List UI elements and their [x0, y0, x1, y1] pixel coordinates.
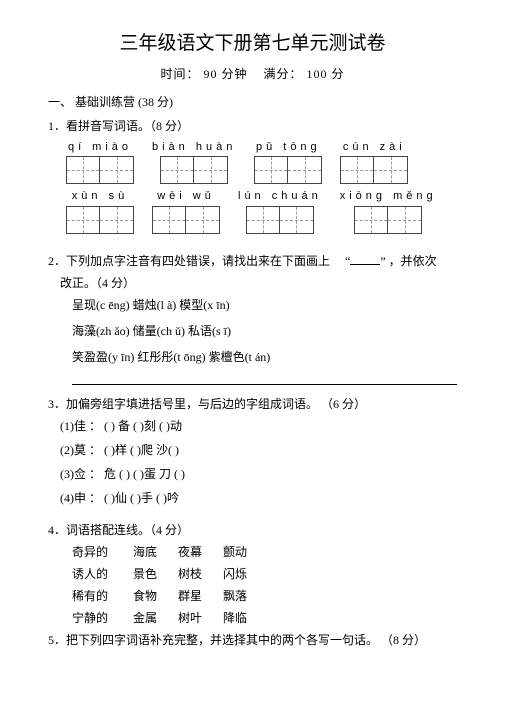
- question-1: 1．看拼音写词语。（8 分）: [48, 117, 457, 135]
- q2-line-3: 笑盈盈(y īn) 红彤彤(t ōng) 紫檀色(t án): [72, 348, 457, 366]
- match-cell: 宁静的: [72, 609, 130, 627]
- match-cell: 颤动: [223, 543, 247, 561]
- q2-text-c: 改正。（4 分）: [60, 274, 457, 292]
- score-value: 100 分: [307, 67, 345, 81]
- char-box: [194, 156, 228, 184]
- pinyin-text: pǔ tōng: [256, 139, 321, 156]
- pinyin-text: qí miào: [68, 139, 132, 156]
- q2-line-1: 呈现(c ēng) 蜡烛(l à) 模型(x īn): [72, 296, 457, 314]
- char-box: [66, 206, 100, 234]
- q2-line-2: 海藻(zh ǎo) 储量(ch ǔ) 私语(s ī): [72, 322, 457, 340]
- match-cell: 食物: [133, 587, 175, 605]
- question-4: 4．词语搭配连线。（4 分）: [48, 521, 457, 539]
- char-box: [66, 156, 100, 184]
- pinyin-text: xiōng měng: [340, 188, 437, 205]
- match-cell: 降临: [223, 609, 247, 627]
- time-value: 90 分钟: [203, 67, 247, 81]
- section-1-heading: 一、 基础训练营 (38 分): [48, 93, 457, 111]
- match-cell: 夜幕: [178, 543, 220, 561]
- q3-line-4: (4)申 ： ( )仙 ( )手 ( )吟: [60, 489, 457, 507]
- match-cell: 诱人的: [72, 565, 130, 583]
- question-5: 5．把下列四字词语补充完整，并选择其中的两个各写一句话。 （8 分）: [48, 631, 457, 649]
- match-cell: 海底: [133, 543, 175, 561]
- char-box: [152, 206, 186, 234]
- char-box: [254, 156, 288, 184]
- pinyin-item: xiōng měng: [340, 188, 437, 234]
- match-cell: 金属: [133, 609, 175, 627]
- match-cell: 树叶: [178, 609, 220, 627]
- pinyin-text: cún zài: [343, 139, 406, 156]
- q2-text-b: ，并依次: [389, 254, 437, 268]
- pinyin-text: lún chuán: [238, 188, 322, 205]
- char-box: [280, 206, 314, 234]
- match-cell: 奇异的: [72, 543, 130, 561]
- match-row: 稀有的 食物 群星 飘落: [72, 587, 457, 605]
- match-cell: 飘落: [223, 587, 247, 605]
- char-box: [374, 156, 408, 184]
- pinyin-item: biàn huàn: [152, 139, 236, 185]
- pinyin-item: wēi wǔ: [152, 188, 220, 234]
- page-subtitle: 时间： 90 分钟 满分： 100 分: [48, 65, 457, 83]
- char-box: [160, 156, 194, 184]
- pinyin-text: biàn huàn: [152, 139, 236, 156]
- match-cell: 稀有的: [72, 587, 130, 605]
- match-cell: 树枝: [178, 565, 220, 583]
- char-box: [186, 206, 220, 234]
- page-title: 三年级语文下册第七单元测试卷: [48, 30, 457, 59]
- q2-quote-l: “: [345, 254, 350, 268]
- pinyin-item: xùn sù: [66, 188, 134, 234]
- char-box: [100, 206, 134, 234]
- char-box: [354, 206, 388, 234]
- char-box: [246, 206, 280, 234]
- answer-line: [72, 384, 457, 385]
- pinyin-item: qí miào: [66, 139, 134, 185]
- question-3: 3．加偏旁组字填进括号里，与后边的字组成词语。 （6 分）: [48, 395, 457, 413]
- match-row: 奇异的 海底 夜幕 颤动: [72, 543, 457, 561]
- match-row: 宁静的 金属 树叶 降临: [72, 609, 457, 627]
- pinyin-text: xùn sù: [72, 188, 128, 205]
- char-box: [288, 156, 322, 184]
- char-box: [100, 156, 134, 184]
- time-label: 时间：: [160, 67, 199, 81]
- match-cell: 闪烁: [223, 565, 247, 583]
- match-cell: 群星: [178, 587, 220, 605]
- char-box: [340, 156, 374, 184]
- underline-blank: [350, 264, 380, 265]
- q2-text-a: 2．下列加点字注音有四处错误，请找出来在下面画上: [48, 254, 330, 268]
- q3-line-2: (2)莫 ： ( )样 ( )爬 沙( ): [60, 441, 457, 459]
- pinyin-item: pǔ tōng: [254, 139, 322, 185]
- pinyin-item: cún zài: [340, 139, 408, 185]
- pinyin-row-2: xùn sù wēi wǔ lún chuán xiōng měng: [66, 188, 457, 234]
- match-row: 诱人的 景色 树枝 闪烁: [72, 565, 457, 583]
- score-label: 满分：: [264, 67, 303, 81]
- pinyin-item: lún chuán: [238, 188, 322, 234]
- match-cell: 景色: [133, 565, 175, 583]
- char-box: [388, 206, 422, 234]
- q3-line-3: (3)佥 ： 危 ( ) ( )蛋 刀 ( ): [60, 465, 457, 483]
- q3-line-1: (1)佳 ： ( ) 备 ( )刻 ( )动: [60, 417, 457, 435]
- pinyin-row-1: qí miào biàn huàn pǔ tōng cún zài: [66, 139, 457, 185]
- q2-quote-r: ”: [380, 254, 385, 268]
- pinyin-text: wēi wǔ: [157, 188, 215, 205]
- question-2: 2．下列加点字注音有四处错误，请找出来在下面画上 “ ” ，并依次: [48, 252, 457, 270]
